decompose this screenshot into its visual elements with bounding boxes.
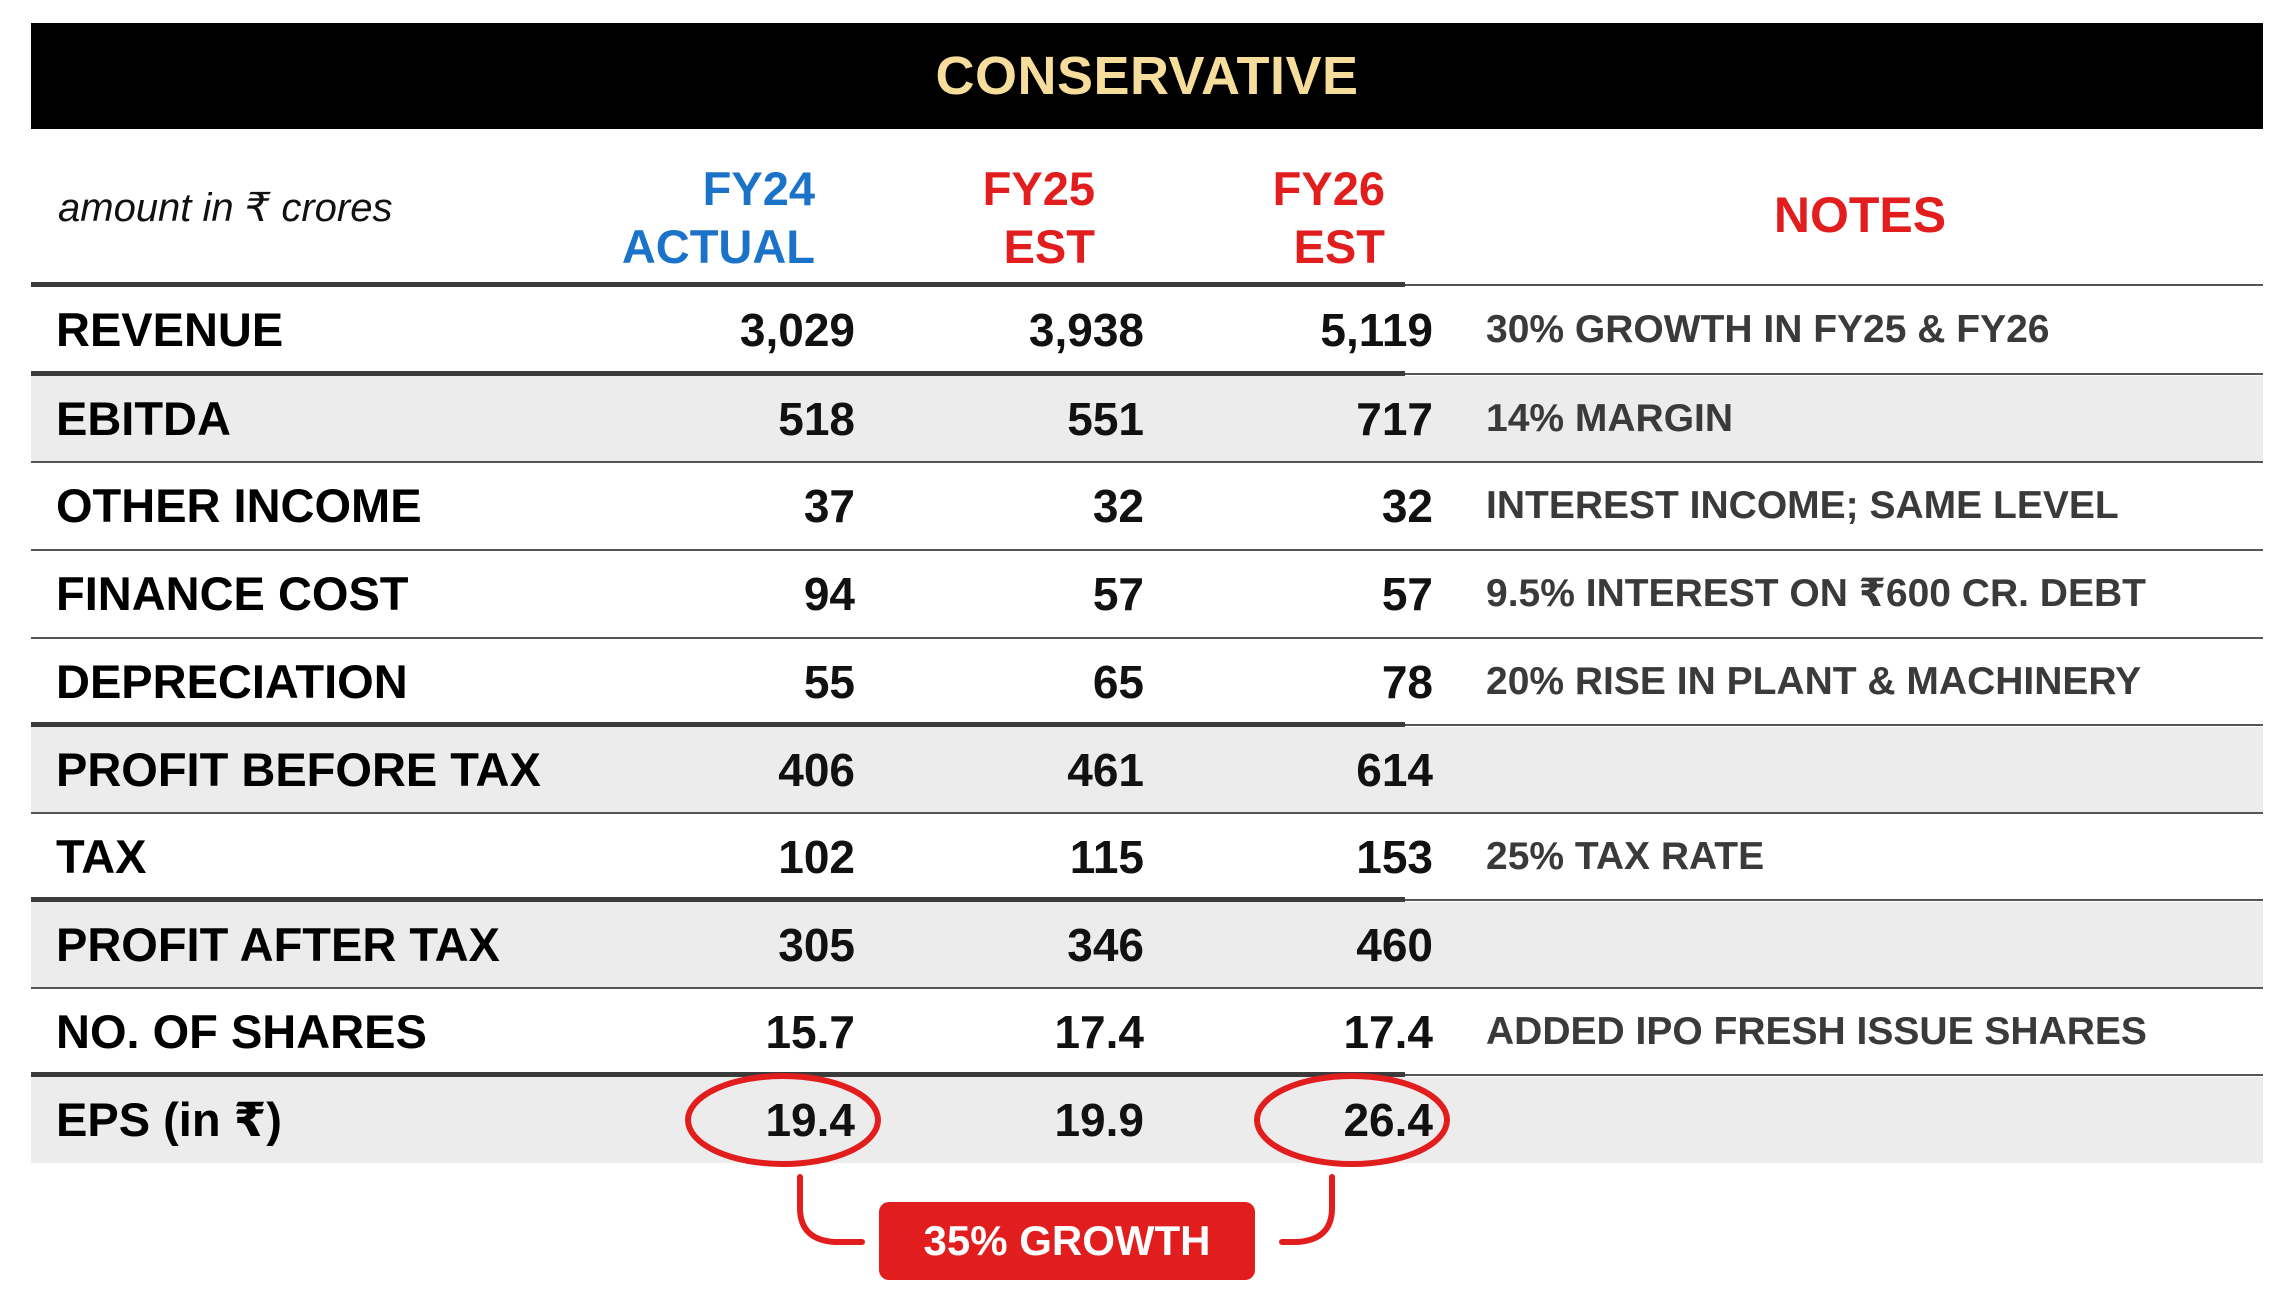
row-note: 9.5% INTEREST ON ₹600 CR. DEBT (1486, 572, 2146, 615)
cell-fy26: 614 (1356, 744, 1433, 796)
table-row-profit-after-tax: PROFIT AFTER TAX 305 346 460 (31, 902, 2263, 988)
cell-fy26: 17.4 (1343, 1006, 1433, 1058)
cell-fy26: 57 (1381, 568, 1433, 620)
cell-fy26: 153 (1356, 831, 1433, 883)
title-bar: CONSERVATIVE (31, 23, 2263, 129)
cell-fy25: 3,938 (1028, 304, 1144, 356)
cell-fy25: 57 (1092, 568, 1144, 620)
growth-callout-label: 35% GROWTH (923, 1217, 1211, 1264)
cell-fy25: 17.4 (1054, 1006, 1144, 1058)
cell-fy24: 518 (778, 393, 855, 445)
cell-fy24: 15.7 (765, 1006, 855, 1058)
notes-header-divider (1405, 284, 2263, 286)
cell-fy26: 26.4 (1343, 1094, 1433, 1146)
row-divider (31, 897, 1405, 902)
table-row-tax: TAX 102 115 153 25% TAX RATE (31, 814, 2263, 900)
table-row-profit-before-tax: PROFIT BEFORE TAX 406 461 614 (31, 727, 2263, 813)
left-bracket-connector (797, 1174, 865, 1245)
cell-fy25: 346 (1067, 919, 1144, 971)
cell-fy24: 55 (803, 656, 855, 708)
cell-fy24: 3,029 (739, 304, 855, 356)
cell-fy26: 78 (1381, 656, 1433, 708)
cell-fy26: 717 (1356, 393, 1433, 445)
cell-fy25: 115 (1069, 831, 1144, 883)
table-row-revenue: REVENUE 3,029 3,938 5,119 30% GROWTH IN … (31, 287, 2263, 373)
row-label: PROFIT AFTER TAX (56, 918, 500, 971)
row-divider (31, 722, 1405, 727)
cell-fy25: 551 (1067, 393, 1144, 445)
table-row-ebitda: EBITDA 518 551 717 14% MARGIN (31, 376, 2263, 462)
cell-fy25: 65 (1092, 656, 1144, 708)
header-divider (31, 282, 1405, 287)
unit-label: amount in ₹ crores (58, 186, 393, 230)
cell-fy25: 461 (1067, 744, 1144, 796)
cell-fy24: 102 (778, 831, 855, 883)
column-header-fy26: FY26 EST (1272, 162, 1385, 273)
row-label: PROFIT BEFORE TAX (56, 743, 541, 796)
column-header-fy24: FY24 ACTUAL (621, 162, 815, 273)
row-divider (1405, 1074, 2263, 1076)
row-divider (31, 987, 2263, 989)
cell-fy26: 460 (1356, 919, 1433, 971)
cell-fy26: 32 (1381, 480, 1433, 532)
column-header-fy25: FY25 EST (982, 162, 1095, 273)
row-divider (1405, 724, 2263, 726)
row-label: EBITDA (56, 392, 231, 445)
row-note: 25% TAX RATE (1486, 835, 1765, 878)
row-label: EPS (in ₹) (56, 1093, 282, 1146)
cell-fy24: 37 (803, 480, 855, 532)
cell-fy24: 19.4 (765, 1094, 855, 1146)
table-row-eps: EPS (in ₹) 19.4 19.9 26.4 (31, 1077, 2263, 1163)
growth-callout: 35% GROWTH (879, 1202, 1255, 1280)
table-row-no-of-shares: NO. OF SHARES 15.7 17.4 17.4 ADDED IPO F… (31, 989, 2263, 1075)
page-title: CONSERVATIVE (935, 46, 1359, 106)
row-note: INTEREST INCOME; SAME LEVEL (1486, 484, 2119, 527)
row-note: ADDED IPO FRESH ISSUE SHARES (1486, 1010, 2147, 1053)
notes-header: NOTES (1773, 187, 1947, 243)
row-note: 30% GROWTH IN FY25 & FY26 (1486, 308, 2050, 351)
row-divider (31, 461, 2263, 463)
row-divider (1405, 373, 2263, 375)
table-row-depreciation: DEPRECIATION 55 65 78 20% RISE IN PLANT … (31, 639, 2263, 725)
row-note: 14% MARGIN (1486, 397, 1734, 440)
row-divider (31, 371, 1405, 376)
cell-fy26: 5,119 (1320, 304, 1433, 356)
table-row-finance-cost: FINANCE COST 94 57 57 9.5% INTEREST ON ₹… (31, 551, 2263, 637)
row-divider (31, 637, 2263, 639)
row-label: REVENUE (56, 303, 284, 356)
table-row-other-income: OTHER INCOME 37 32 32 INTEREST INCOME; S… (31, 463, 2263, 549)
cell-fy25: 19.9 (1054, 1094, 1144, 1146)
row-divider (31, 812, 2263, 814)
right-bracket-connector (1279, 1174, 1335, 1245)
cell-fy25: 32 (1092, 480, 1144, 532)
row-label: TAX (56, 830, 147, 883)
row-note: 20% RISE IN PLANT & MACHINERY (1486, 660, 2142, 703)
row-label: FINANCE COST (56, 567, 409, 620)
row-label: NO. OF SHARES (56, 1005, 427, 1058)
cell-fy24: 406 (778, 744, 855, 796)
cell-fy24: 305 (778, 919, 855, 971)
cell-fy24: 94 (803, 568, 855, 620)
row-label: DEPRECIATION (56, 655, 408, 708)
row-label: OTHER INCOME (56, 479, 422, 532)
row-divider (31, 549, 2263, 551)
row-divider (1405, 899, 2263, 901)
